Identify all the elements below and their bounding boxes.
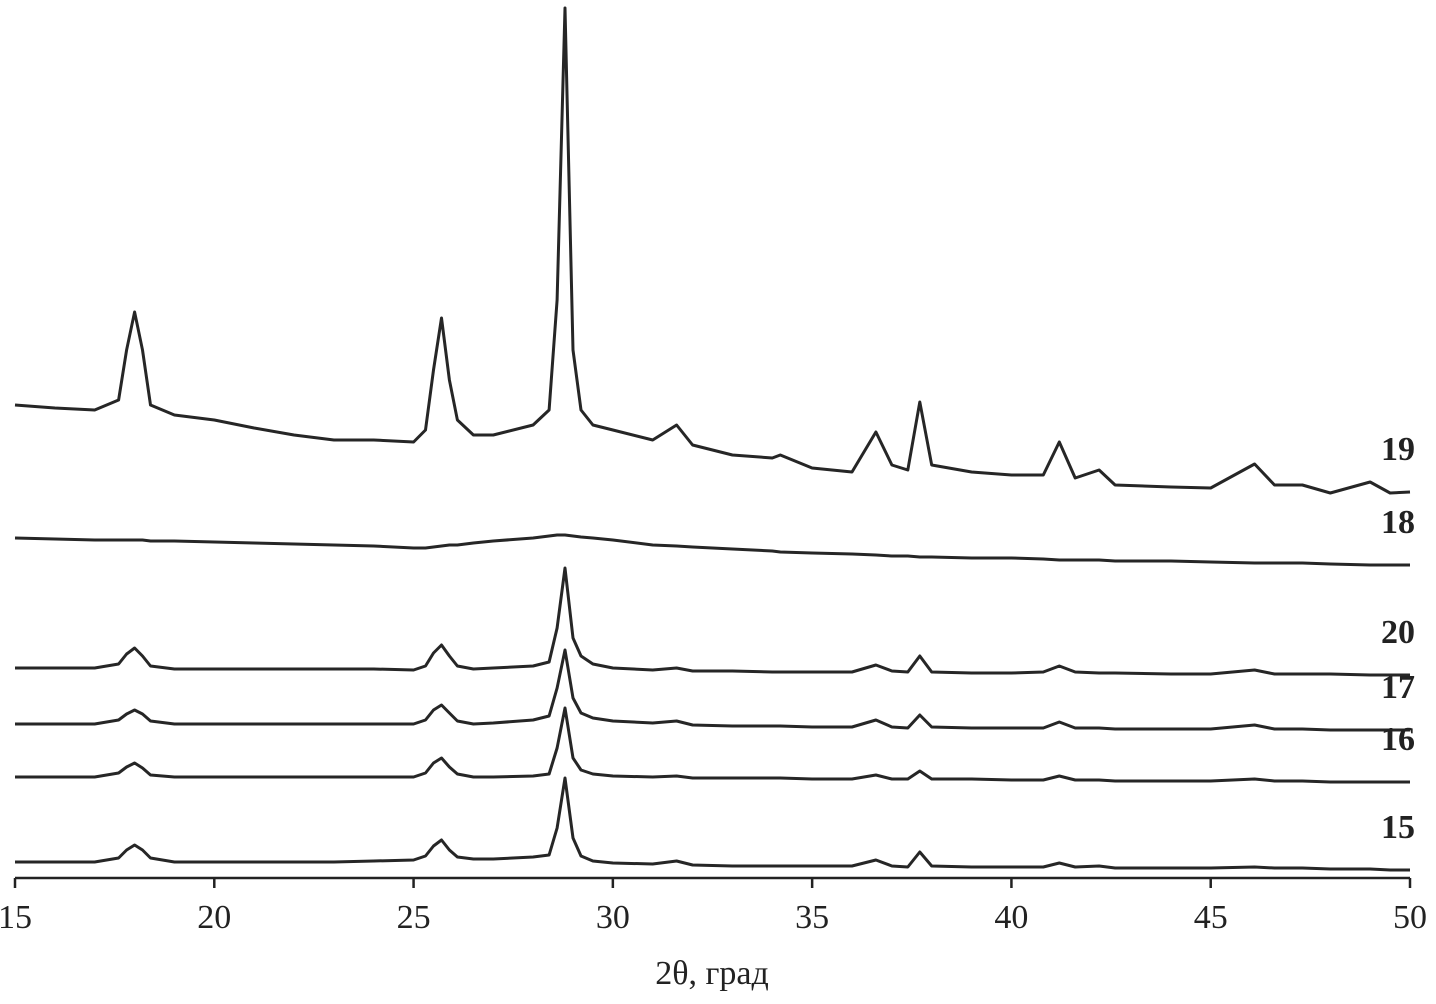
pattern-line: [15, 706, 1410, 784]
pattern-line: [14, 6, 1411, 495]
x-tick-label: 30: [596, 899, 630, 936]
x-tick-label: 40: [994, 899, 1028, 936]
series-label: 20: [1381, 614, 1415, 651]
pattern-line: [15, 566, 1410, 677]
x-tick-label: 50: [1393, 899, 1427, 936]
pattern-line: [15, 776, 1410, 872]
series-label: 17: [1381, 669, 1415, 706]
x-tick-label: 25: [397, 899, 431, 936]
pattern-line: [15, 648, 1410, 732]
series-label: 19: [1381, 431, 1415, 468]
series-label: 18: [1381, 504, 1415, 541]
x-tick-label: 35: [795, 899, 829, 936]
x-tick-label: 15: [0, 899, 32, 936]
x-tick-label: 45: [1194, 899, 1228, 936]
series-label: 15: [1381, 809, 1415, 846]
x-axis-title: 2θ, град: [655, 955, 769, 992]
series-label: 16: [1381, 721, 1415, 758]
pattern-line: [14, 533, 1410, 567]
x-tick-label: 20: [197, 899, 231, 936]
